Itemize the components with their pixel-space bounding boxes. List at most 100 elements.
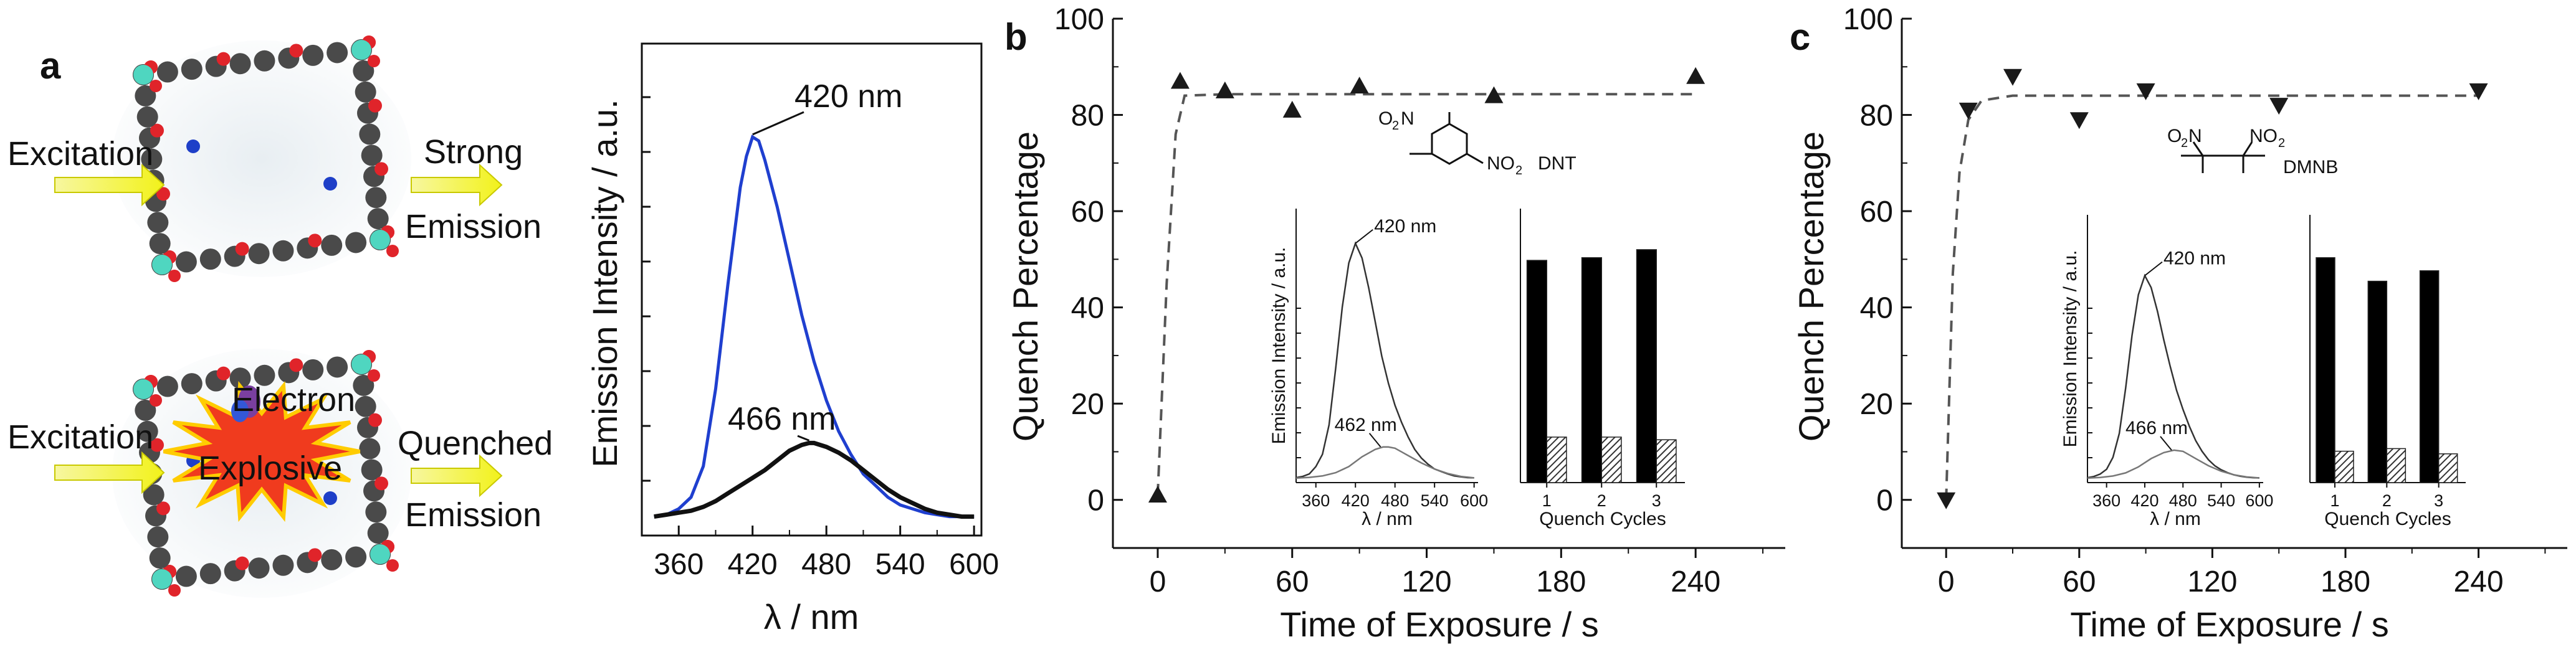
dmnb-inset-bar (2438, 453, 2458, 483)
mof-top-atom (345, 232, 367, 253)
dmnb-data-point (2136, 83, 2155, 100)
dmnb-inset-xtick-label: 600 (2245, 491, 2273, 510)
mof-top-atom (355, 81, 376, 103)
emission-label-bottom: Emission (405, 496, 541, 534)
mof-bottom-atom (353, 374, 374, 396)
dnt-inset-xtick-label: 540 (1421, 491, 1449, 510)
dnt-inset-pointer (1368, 433, 1381, 448)
dmnb-inset-bar (2334, 450, 2354, 483)
dmnb-group-sub2: 2 (2278, 136, 2285, 150)
dmnb-ytick-label: 20 (1860, 388, 1893, 421)
dmnb-ytick-label: 60 (1860, 196, 1893, 229)
dnt-ytick-label: 20 (1071, 388, 1104, 421)
dnt-xlabel: Time of Exposure / s (1280, 605, 1598, 644)
mof-top-atom (136, 106, 158, 128)
mof-top-oxygen-atom (368, 98, 382, 113)
dnt-ytick-label: 40 (1071, 292, 1104, 325)
dmnb-label: DMNB (2283, 157, 2338, 177)
spectrum-xtick-label: 540 (875, 548, 925, 581)
dnt-ytick-label: 0 (1087, 484, 1104, 517)
mof-bottom-oxygen-atom (216, 366, 231, 380)
spectrum-xtick-label: 420 (728, 548, 778, 581)
mof-top-nitrogen-atom (186, 139, 200, 153)
spectrum-ylabel: Emission Intensity / a.u. (585, 99, 624, 467)
explosive-label: Explosive (198, 450, 342, 487)
mof-bottom-oxygen-atom (368, 413, 382, 427)
dnt-inset-bar-xlabel: Quench Cycles (1539, 509, 1666, 529)
dnt-ytick-label: 60 (1071, 196, 1104, 229)
mof-bottom-metal-node (370, 544, 390, 564)
mof-bottom-oxygen-atom (150, 394, 162, 407)
dmnb-group-n: N (2188, 126, 2202, 146)
dmnb-inset-bar (2386, 448, 2407, 483)
dmnb-inset-bar (2419, 270, 2440, 483)
dnt-inset-bar (1581, 257, 1602, 483)
mof-bottom-atom (367, 522, 389, 544)
dnt-inset-bar (1601, 437, 1622, 483)
mof-top-nitrogen-atom (323, 177, 337, 191)
dmnb-ytick-label: 80 (1860, 100, 1893, 133)
dnt-xtick-label: 180 (1536, 565, 1586, 598)
mof-top-atom (181, 59, 203, 80)
spectrum-xtick-label: 480 (801, 548, 851, 581)
dmnb-inset-bar-category: 3 (2434, 491, 2443, 510)
dnt-ylabel: Quench Percentage (1006, 131, 1045, 442)
mof-bottom-atom (248, 557, 270, 579)
dnt-inset-xtick-label: 600 (1460, 491, 1488, 510)
dmnb-ytick-label: 0 (1876, 484, 1893, 517)
mof-top-oxygen-atom (216, 52, 231, 66)
dmnb-inset-spectrum-line (2087, 449, 2259, 479)
mof-top-oxygen-atom (308, 234, 322, 248)
mof-top-metal-node (133, 65, 153, 85)
dmnb-inset-xtick-label: 480 (2169, 491, 2197, 510)
emission-arrow-bottom-icon (411, 454, 503, 498)
dmnb-ylabel: Quench Percentage (1791, 131, 1831, 442)
dmnb-inset-bar-xlabel: Quench Cycles (2324, 509, 2451, 529)
dnt-inset-spectrum-xlabel: λ / nm (1362, 509, 1413, 529)
dnt-xtick-label: 120 (1401, 565, 1451, 598)
dmnb-group-sub1: 2 (2181, 136, 2188, 150)
mof-top-atom (361, 144, 383, 166)
mof-top-atom (175, 251, 197, 273)
dmnb-data-point (2003, 68, 2022, 86)
mof-top-atom (353, 60, 374, 82)
dnt-data-point (1350, 77, 1369, 94)
dnt-group-n: N (1401, 108, 1414, 129)
mof-top-oxygen-atom (150, 123, 164, 138)
mof-top-atom (367, 208, 389, 230)
dnt-xtick-label: 0 (1150, 565, 1166, 598)
dnt-data-point (1282, 100, 1302, 118)
dnt-inset-bar-category: 1 (1542, 491, 1552, 510)
emission-label-top: Emission (405, 208, 541, 245)
mof-bottom-atom (359, 438, 381, 460)
mof-bottom-atom (175, 565, 197, 587)
emission-arrow-top-icon (411, 163, 503, 207)
excitation-label-bottom: Excitation (7, 418, 153, 456)
mof-top-atom (141, 148, 163, 170)
dnt-data-point (1686, 67, 1705, 84)
mof-bottom-nitrogen-atom (323, 491, 337, 505)
mof-bottom-atom (355, 395, 376, 417)
mof-top-atom (248, 243, 270, 265)
mof-top-metal-node (351, 40, 371, 60)
mof-bottom-atom (181, 373, 203, 395)
mof-bottom-atom (302, 359, 324, 380)
dmnb-ytick-label: 40 (1860, 292, 1893, 325)
scheme-panel: a Excitation Strong Emission Excitation … (7, 35, 553, 598)
dmnb-inset-bar (2367, 280, 2388, 483)
dmnb-xtick-label: 240 (2454, 565, 2504, 598)
annotation-pointer (797, 435, 810, 442)
mof-top-oxygen-atom (289, 44, 303, 58)
mof-bottom-atom (136, 420, 158, 442)
dnt-inset-bar (1526, 260, 1547, 483)
dnt-label: DNT (1538, 153, 1577, 174)
mof-bottom-atom (143, 484, 165, 506)
mof-bottom-atom (135, 399, 156, 421)
dmnb-fit-line (1945, 94, 2479, 500)
mof-framework-top (112, 35, 411, 282)
mof-bottom-atom (361, 459, 383, 481)
mof-bottom-atom (147, 526, 169, 548)
dmnb-data-point (2269, 98, 2289, 115)
mof-bottom-oxygen-atom (235, 556, 249, 570)
quenched-label: Quenched (398, 425, 553, 462)
